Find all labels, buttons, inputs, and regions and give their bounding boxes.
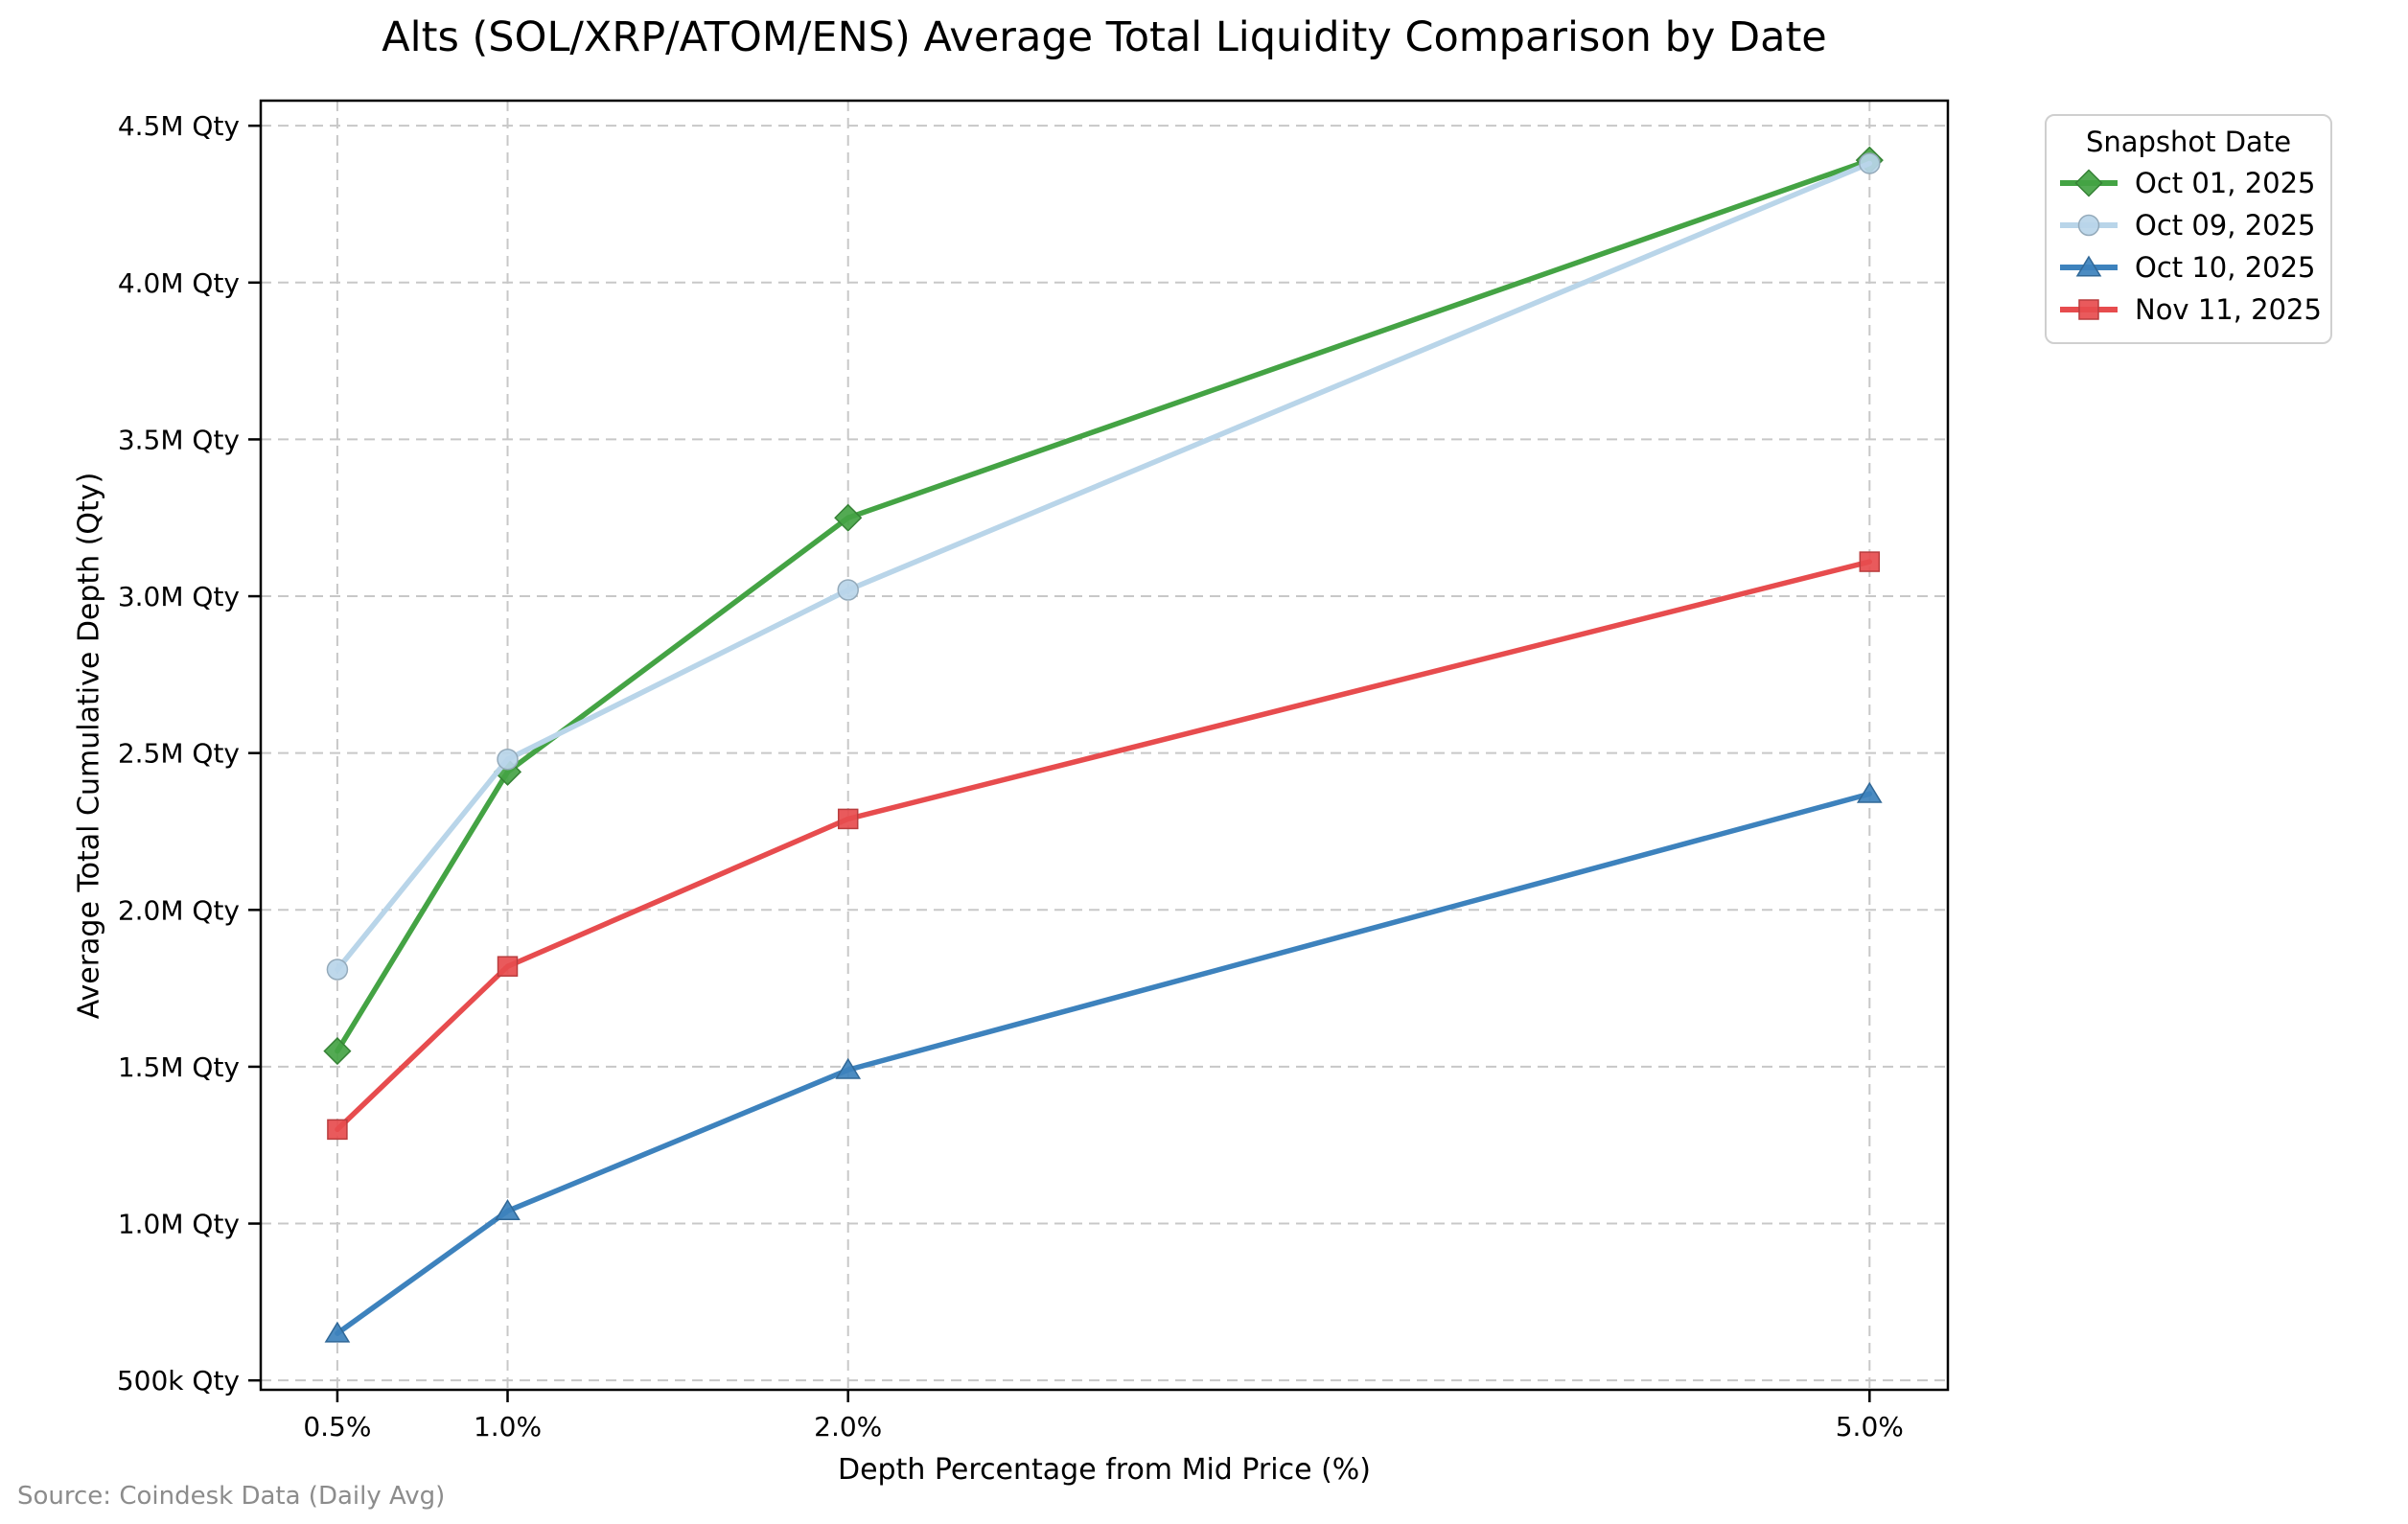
y-tick-label: 1.5M Qty: [118, 1051, 240, 1083]
series-oct-09-2025: [326, 152, 1881, 981]
source-note: Source: Coindesk Data (Daily Avg): [17, 1482, 446, 1511]
circle-marker: [326, 958, 349, 981]
triangle-marker: [1856, 781, 1883, 803]
y-tick-label: 3.5M Qty: [118, 424, 240, 455]
legend-items: Oct 01, 2025 Oct 09, 2025 Oct 10, 2025 Nov …: [2047, 162, 2330, 331]
legend-item-nov-11-2025: Nov 11, 2025: [2047, 289, 2330, 331]
legend-item-oct-09-2025: Oct 09, 2025: [2047, 204, 2330, 246]
chart-title: Alts (SOL/XRP/ATOM/ENS) Average Total Li…: [382, 13, 1827, 61]
tick-labels: 0.5% 1.0% 2.0% 5.0% 500k Qty 1.0M Qty 1.5M Qty…: [117, 110, 1904, 1443]
square-marker: [1859, 551, 1881, 572]
series-line: [335, 160, 1873, 973]
legend-swatch-diamond: [2060, 169, 2118, 197]
legend-item-oct-01-2025: Oct 01, 2025: [2047, 162, 2330, 204]
legend-title: Snapshot Date: [2085, 126, 2292, 158]
x-tick-label: 2.0%: [814, 1411, 882, 1443]
x-tick-label: 0.5%: [303, 1411, 371, 1443]
axis-ticks: [248, 124, 1871, 1402]
series-line: [335, 791, 1873, 1336]
series-nov-11-2025: [327, 551, 1881, 1141]
y-tick-label: 4.0M Qty: [118, 267, 240, 299]
circle-marker: [497, 748, 519, 771]
legend-item-label: Nov 11, 2025: [2135, 293, 2322, 326]
square-marker: [327, 1119, 348, 1141]
circle-marker: [2077, 214, 2100, 237]
series-oct-01-2025: [323, 146, 1884, 1066]
gridlines: [261, 101, 1948, 1390]
legend-swatch-square: [2060, 299, 2118, 320]
y-tick-label: 2.0M Qty: [118, 894, 240, 926]
legend-item-oct-10-2025: Oct 10, 2025: [2047, 246, 2330, 289]
y-tick-label: 4.5M Qty: [118, 110, 240, 142]
y-axis-label: Average Total Cumulative Depth (Qty): [72, 472, 106, 1020]
triangle-marker: [495, 1199, 521, 1221]
triangle-marker: [835, 1057, 862, 1079]
legend-item-label: Oct 09, 2025: [2135, 209, 2316, 242]
y-tick-label: 1.0M Qty: [118, 1209, 240, 1240]
x-axis-label: Depth Percentage from Mid Price (%): [838, 1453, 1371, 1487]
series-line: [335, 559, 1873, 1133]
legend-item-label: Oct 10, 2025: [2135, 251, 2316, 284]
legend-item-label: Oct 01, 2025: [2135, 167, 2316, 199]
x-tick-label: 1.0%: [474, 1411, 542, 1443]
y-tick-label: 3.0M Qty: [118, 581, 240, 612]
square-marker: [497, 956, 519, 977]
series-oct-10-2025: [324, 781, 1883, 1343]
square-marker: [2078, 299, 2099, 320]
circle-marker: [837, 579, 859, 601]
y-tick-label: 500k Qty: [117, 1365, 240, 1397]
circle-marker: [1859, 152, 1881, 174]
diamond-marker: [834, 503, 863, 532]
diamond-marker: [2074, 169, 2103, 197]
series-line: [335, 157, 1873, 1054]
diamond-marker: [323, 1037, 352, 1066]
square-marker: [837, 808, 859, 830]
legend: Snapshot Date Oct 01, 2025 Oct 09, 2025 Oc…: [2045, 114, 2332, 344]
triangle-marker: [2075, 255, 2102, 277]
triangle-marker: [324, 1321, 351, 1343]
y-tick-label: 2.5M Qty: [118, 738, 240, 770]
plot-border: [259, 99, 1950, 1392]
legend-swatch-triangle: [2060, 255, 2118, 277]
x-tick-label: 5.0%: [1836, 1411, 1904, 1443]
legend-swatch-circle: [2060, 214, 2118, 237]
